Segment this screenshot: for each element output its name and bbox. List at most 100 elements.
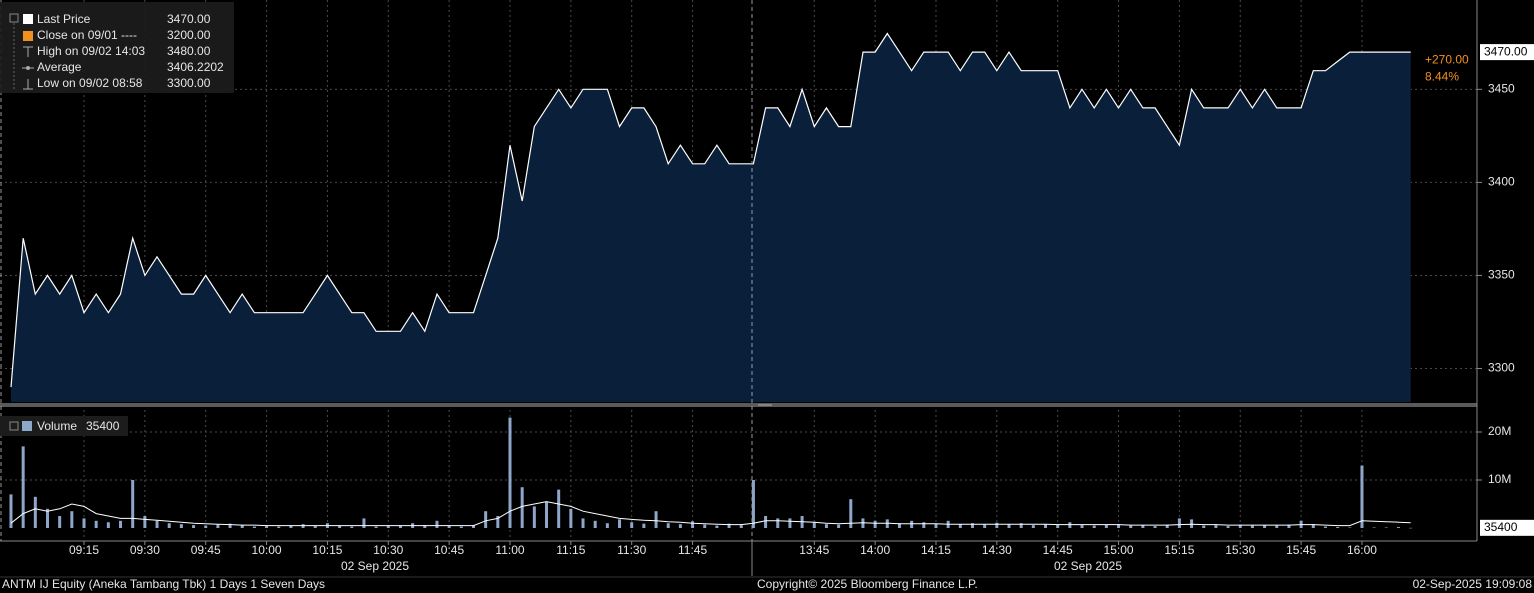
legend-value: 3480.00	[167, 44, 211, 58]
volume-bar	[1250, 525, 1254, 528]
x-tick-label: 09:30	[130, 543, 160, 557]
volume-bar	[1263, 525, 1267, 528]
volume-bar	[33, 496, 37, 528]
volume-bar	[764, 516, 768, 528]
x-tick-label: 10:15	[312, 543, 342, 557]
volume-legend: Volume 35400	[0, 416, 128, 436]
volume-bar	[94, 520, 98, 528]
volume-bar	[216, 524, 220, 528]
volume-bar	[1092, 525, 1096, 528]
volume-bar	[1409, 527, 1413, 529]
volume-bar	[605, 523, 609, 528]
x-tick-label: 14:15	[921, 543, 951, 557]
legend-rows: Close on 09/01 ---- 3200.00 High on 09/02 …	[22, 28, 224, 90]
volume-bar	[691, 521, 695, 528]
x-tick-label: 14:30	[982, 543, 1012, 557]
volume-bar	[167, 523, 171, 528]
volume-bar	[192, 525, 196, 528]
volume-bar	[751, 480, 755, 528]
x-tick-label: 10:45	[434, 543, 464, 557]
volume-bar	[1080, 525, 1084, 528]
volume-average-line	[10, 501, 1411, 527]
x-tick-label: 11:00	[495, 543, 524, 557]
volume-bar	[849, 499, 853, 528]
y-tick-label: 3300	[1488, 361, 1515, 375]
volume-bar	[265, 526, 269, 528]
volume-bar	[58, 516, 62, 528]
volume-bar	[277, 526, 281, 528]
last-volume-box	[1480, 519, 1534, 536]
volume-bar	[1153, 526, 1157, 528]
x-tick-label: 09:15	[69, 543, 99, 557]
volume-bar	[642, 523, 646, 528]
legend-label: Close on 09/01 ----	[37, 28, 137, 42]
x-tick-label: 15:00	[1104, 543, 1134, 557]
footer-right: 02-Sep-2025 19:09:08	[1413, 577, 1533, 591]
volume-bar	[1056, 524, 1060, 528]
price-line	[10, 32, 1411, 388]
volume-bar	[423, 525, 427, 528]
volume-bar	[362, 518, 366, 528]
legend-icon	[26, 66, 30, 70]
volume-bar	[1311, 524, 1315, 528]
volume-bar	[788, 518, 792, 528]
volume-bar	[970, 523, 974, 528]
y-tick-label: 20M	[1488, 424, 1511, 438]
volume-bar	[435, 520, 439, 528]
volume-bar	[374, 526, 378, 528]
volume-bar	[532, 506, 536, 528]
volume-bar	[471, 525, 475, 528]
volume-bar	[1141, 525, 1145, 528]
legend-swatch	[23, 31, 33, 41]
legend-value: 3470.00	[167, 12, 211, 26]
panel-divider	[0, 403, 1477, 407]
volume-bar	[1238, 524, 1242, 528]
y-tick-label: 3350	[1488, 268, 1515, 282]
change-label: +270.00	[1425, 52, 1469, 66]
price-legend: Last Price 3470.00 Close on 09/01 ---- 32…	[0, 2, 234, 93]
volume-bar	[252, 526, 256, 528]
volume-bar	[666, 523, 670, 528]
volume-bar	[1177, 518, 1181, 528]
volume-bar	[131, 480, 135, 528]
volume-bar	[45, 508, 49, 528]
volume-bar	[897, 523, 901, 528]
x-tick-label: 14:00	[860, 543, 890, 557]
x-tick-label: 11:45	[678, 543, 707, 557]
volume-bar	[1226, 526, 1230, 528]
volume-bar	[1044, 524, 1048, 528]
volume-bar	[447, 526, 451, 528]
x-date-label: 02 Sep 2025	[341, 559, 409, 573]
legend-toggle[interactable]	[9, 13, 19, 23]
legend-value: 35400	[86, 419, 120, 433]
legend-label: Last Price	[37, 12, 91, 26]
x-tick-label: 13:45	[799, 543, 829, 557]
x-tick-label: 09:45	[191, 543, 221, 557]
volume-bar	[289, 525, 293, 528]
x-tick-label: 15:30	[1225, 543, 1255, 557]
volume-bar	[1384, 527, 1388, 529]
volume-bar	[1129, 525, 1133, 528]
volume-bar	[1068, 522, 1072, 528]
volume-bar	[313, 526, 317, 528]
footer-center: Copyright© 2025 Bloomberg Finance L.P.	[757, 577, 978, 591]
legend-box	[0, 2, 234, 93]
volume-bar	[484, 511, 488, 528]
legend-value: 3406.2202	[167, 60, 224, 74]
front-layer: 09:15 09:30 09:45 10:00 10:15 10:30 10:45 11:00…	[69, 44, 1534, 573]
last-price-box	[1480, 44, 1534, 61]
x-tick-label: 15:15	[1164, 543, 1194, 557]
volume-bar	[106, 522, 110, 528]
x-tick-label: 15:45	[1286, 543, 1316, 557]
volume-bar	[1287, 524, 1291, 528]
volume-bar	[496, 516, 500, 528]
volume-bar	[508, 417, 512, 528]
volume-bar	[776, 518, 780, 528]
volume-bar	[338, 525, 342, 528]
volume-bar	[70, 511, 74, 528]
legend-toggle[interactable]	[9, 421, 19, 431]
volume-bar	[520, 487, 524, 528]
volume-bar	[350, 526, 354, 528]
volume-bar	[581, 518, 585, 528]
y-tick-label: 3450	[1488, 82, 1515, 96]
